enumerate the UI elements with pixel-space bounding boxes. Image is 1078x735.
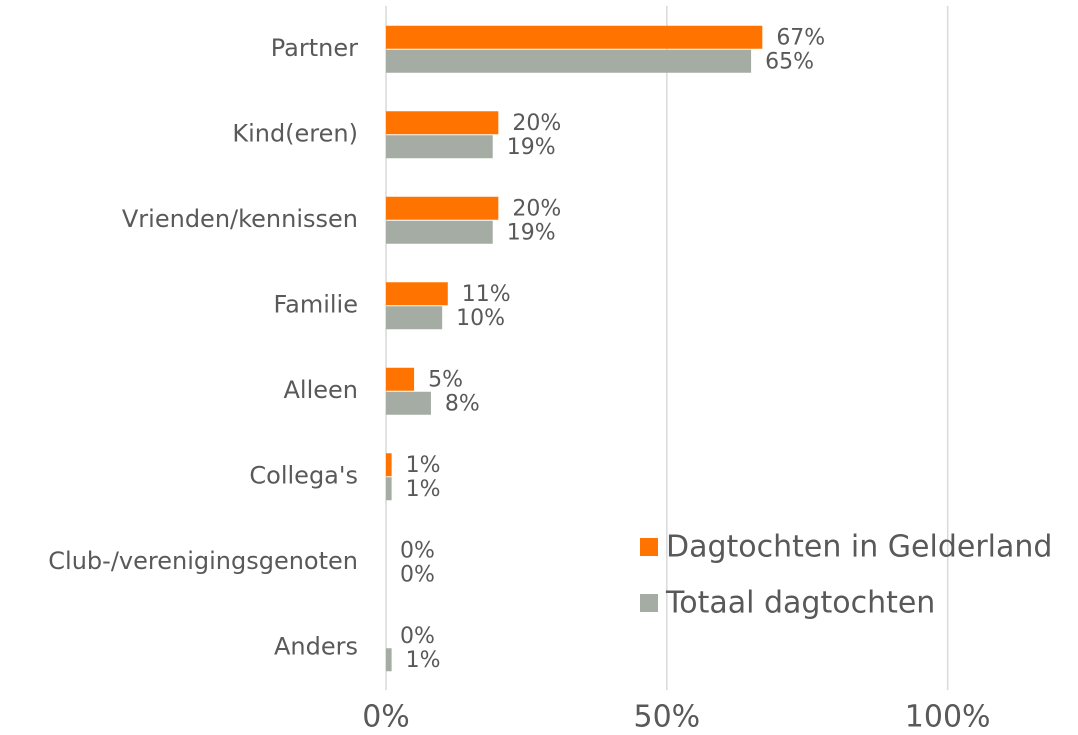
data-label: 11% (462, 282, 511, 307)
x-tick-label: 100% (905, 700, 991, 735)
data-label: 0% (400, 562, 435, 587)
y-tick-label: Alleen (284, 376, 359, 404)
y-tick-label: Anders (274, 632, 358, 660)
legend-swatch (640, 538, 658, 556)
bar (386, 453, 392, 477)
bar (386, 135, 493, 159)
bar (386, 648, 392, 672)
legend-label: Totaal dagtochten (665, 586, 935, 621)
data-label: 1% (406, 648, 441, 673)
data-label: 67% (776, 25, 825, 50)
bar (386, 391, 431, 415)
bar (386, 25, 763, 49)
data-label: 19% (507, 135, 556, 160)
y-tick-label: Club-/verenigingsgenoten (48, 547, 358, 575)
bar (386, 196, 499, 220)
y-tick-label: Partner (271, 34, 358, 62)
legend-label: Dagtochten in Gelderland (666, 530, 1052, 565)
y-tick-label: Vrienden/kennissen (122, 205, 358, 233)
y-tick-label: Kind(eren) (232, 119, 358, 147)
bar (386, 111, 499, 135)
data-label: 20% (512, 111, 561, 136)
data-label: 1% (406, 477, 441, 502)
bar (386, 49, 752, 73)
data-label: 8% (445, 391, 480, 416)
bar (386, 367, 415, 391)
data-label: 10% (456, 306, 505, 331)
bar (386, 282, 448, 306)
data-label: 19% (507, 220, 556, 245)
legend-swatch (640, 594, 658, 612)
x-tick-label: 50% (633, 700, 700, 735)
bar (386, 220, 493, 244)
data-label: 65% (765, 49, 814, 74)
data-label: 5% (428, 367, 463, 392)
data-label: 0% (400, 624, 435, 649)
bar (386, 477, 392, 501)
y-tick-label: Familie (274, 290, 358, 318)
data-label: 20% (512, 196, 561, 221)
x-tick-label: 0% (362, 700, 410, 735)
bar (386, 306, 443, 330)
data-label: 0% (400, 538, 435, 563)
data-label: 1% (406, 453, 441, 478)
y-tick-label: Collega's (249, 461, 358, 489)
